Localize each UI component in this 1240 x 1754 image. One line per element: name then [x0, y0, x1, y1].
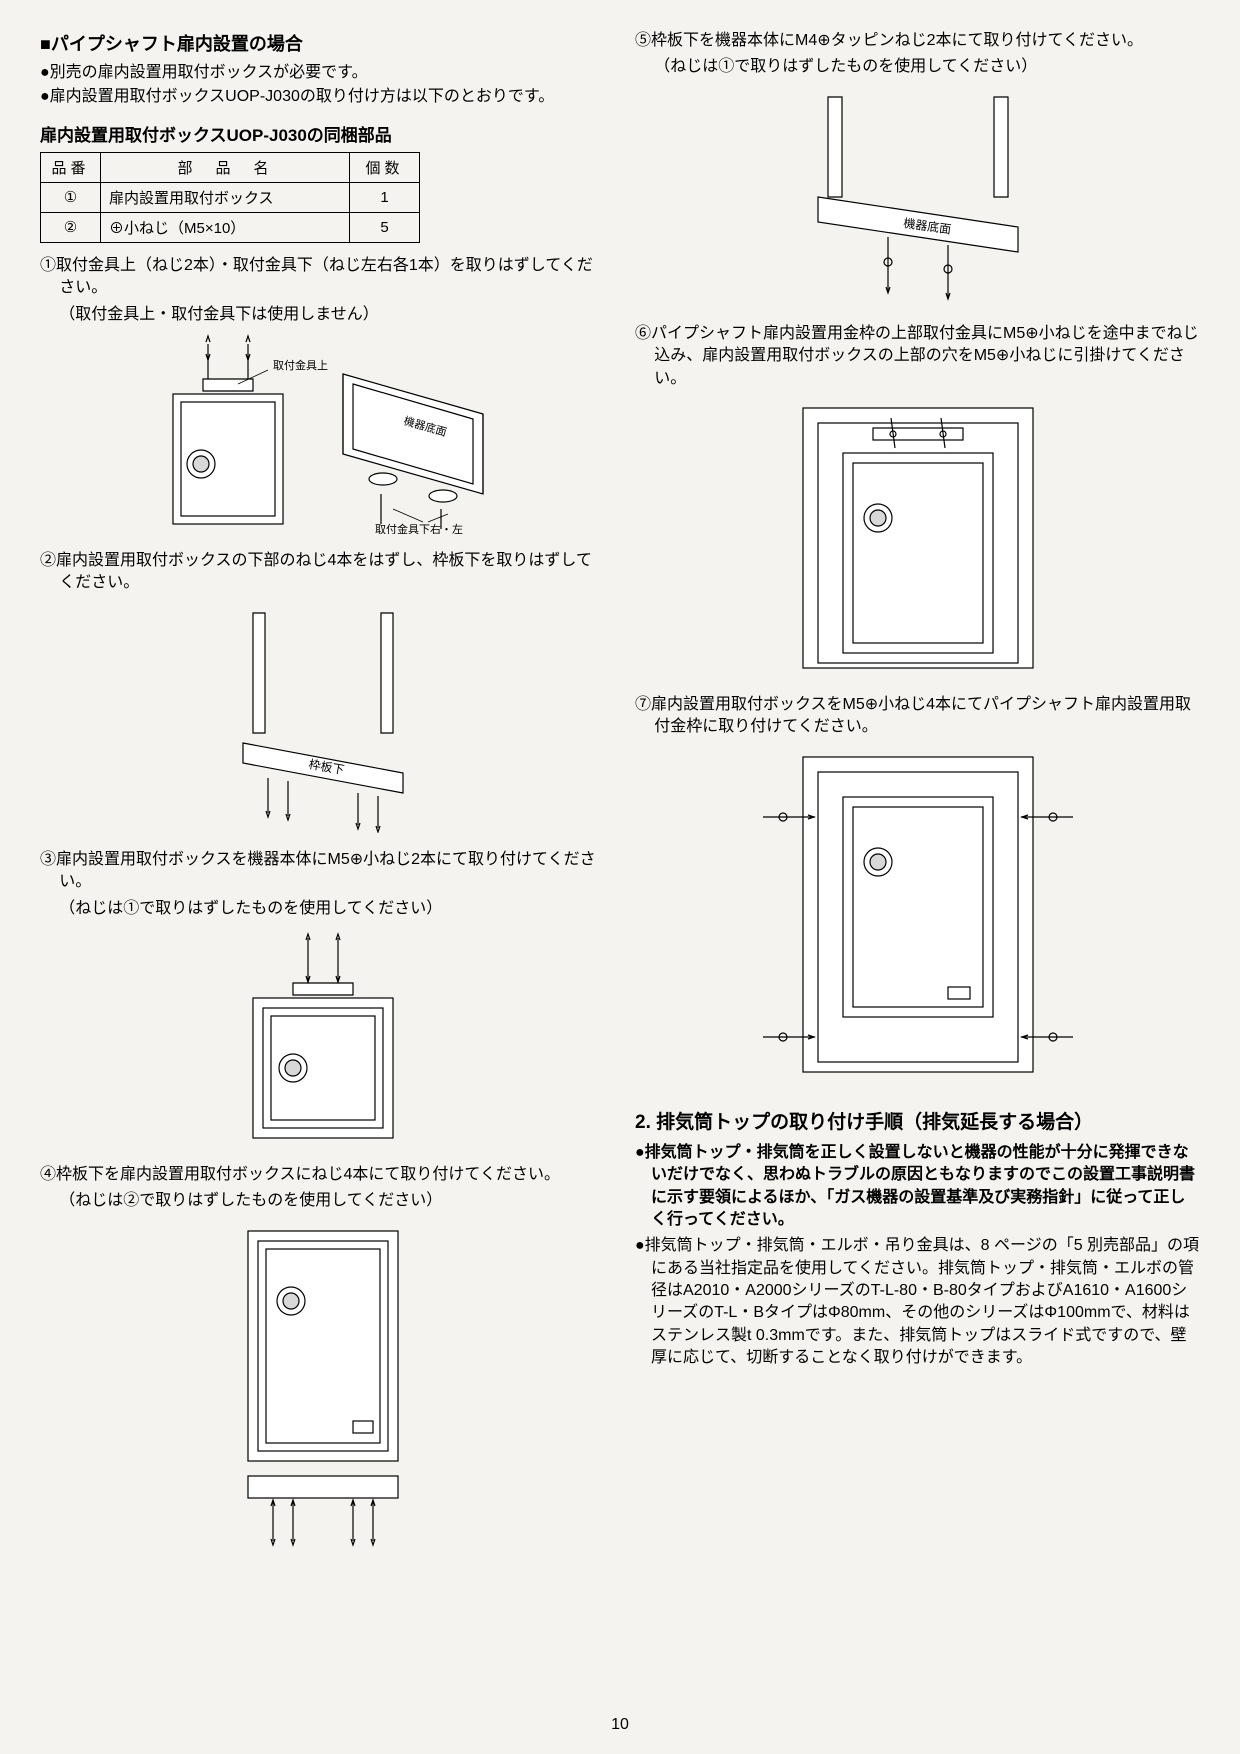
label-bracket-top: 取付金具上 [273, 358, 328, 372]
step-1-text: ①取付金具上（ねじ2本）・取付金具下（ねじ左右各1本）を取りはずしてください。 [40, 255, 605, 300]
diagram-6 [635, 398, 1200, 678]
bullet-2: ●扉内設置用取付ボックスUOP-J030の取り付け方は以下のとおりです。 [40, 86, 605, 108]
label-bracket-bottom: 取付金具下右・左 [375, 522, 463, 534]
diagram-1: 取付金具上 機器底面 取付金具下右・左 [40, 334, 605, 534]
step-3-text: ③扉内設置用取付ボックスを機器本体にM5⊕小ねじ2本にて取り付けてください。 [40, 849, 605, 894]
cell: ① [41, 182, 101, 212]
step-7-text: ⑦扉内設置用取付ボックスをM5⊕小ねじ4本にてパイプシャフト扉内設置用取付金枠に… [635, 694, 1200, 739]
pipe-shaft-heading: ■パイプシャフト扉内設置の場合 [40, 30, 605, 56]
step-1-note: （取付金具上・取付金具下は使用しません） [40, 304, 605, 326]
diagram-4 [40, 1221, 605, 1561]
section-2-text: ●排気筒トップ・排気筒・エルボ・吊り金具は、8 ページの「5 別売部品」の項にあ… [635, 1235, 1200, 1369]
section-2-warning: ●排気筒トップ・排気筒を正しく設置しないと機器の性能が十分に発揮できないだけでな… [635, 1142, 1200, 1232]
cell: 扉内設置用取付ボックス [101, 182, 350, 212]
section-2-heading: 2. 排気筒トップの取り付け手順（排気延長する場合） [635, 1107, 1200, 1134]
cell: 1 [350, 182, 420, 212]
th-code: 品番 [41, 152, 101, 182]
step-6-text: ⑥パイプシャフト扉内設置用金枠の上部取付金具にM5⊕小ねじを途中までねじ込み、扉… [635, 323, 1200, 390]
diagram-7 [635, 747, 1200, 1087]
table-row: ① 扉内設置用取付ボックス 1 [41, 182, 420, 212]
diagram-2: 枠板下 [40, 603, 605, 833]
diagram-3 [40, 928, 605, 1148]
th-name: 部 品 名 [101, 152, 350, 182]
parts-table: 品番 部 品 名 個数 ① 扉内設置用取付ボックス 1 ② ⊕小ねじ（M5×10… [40, 152, 420, 243]
th-qty: 個数 [350, 152, 420, 182]
step-2-text: ②扉内設置用取付ボックスの下部のねじ4本をはずし、枠板下を取りはずしてください。 [40, 550, 605, 595]
cell: 5 [350, 212, 420, 242]
diagram-5: 機器底面 [635, 87, 1200, 307]
cell: ② [41, 212, 101, 242]
step-4-note: （ねじは②で取りはずしたものを使用してください） [40, 1190, 605, 1212]
step-5-text: ⑤枠板下を機器本体にM4⊕タッピンねじ2本にて取り付けてください。 [635, 30, 1200, 52]
step-5-note: （ねじは①で取りはずしたものを使用してください） [635, 56, 1200, 78]
step-4-text: ④枠板下を扉内設置用取付ボックスにねじ4本にて取り付けてください。 [40, 1164, 605, 1186]
cell: ⊕小ねじ（M5×10） [101, 212, 350, 242]
step-3-note: （ねじは①で取りはずしたものを使用してください） [40, 898, 605, 920]
bullet-1: ●別売の扉内設置用取付ボックスが必要です。 [40, 62, 605, 84]
page-number: 10 [611, 1716, 629, 1734]
table-row: ② ⊕小ねじ（M5×10） 5 [41, 212, 420, 242]
parts-table-heading: 扉内設置用取付ボックスUOP-J030の同梱部品 [40, 121, 605, 146]
